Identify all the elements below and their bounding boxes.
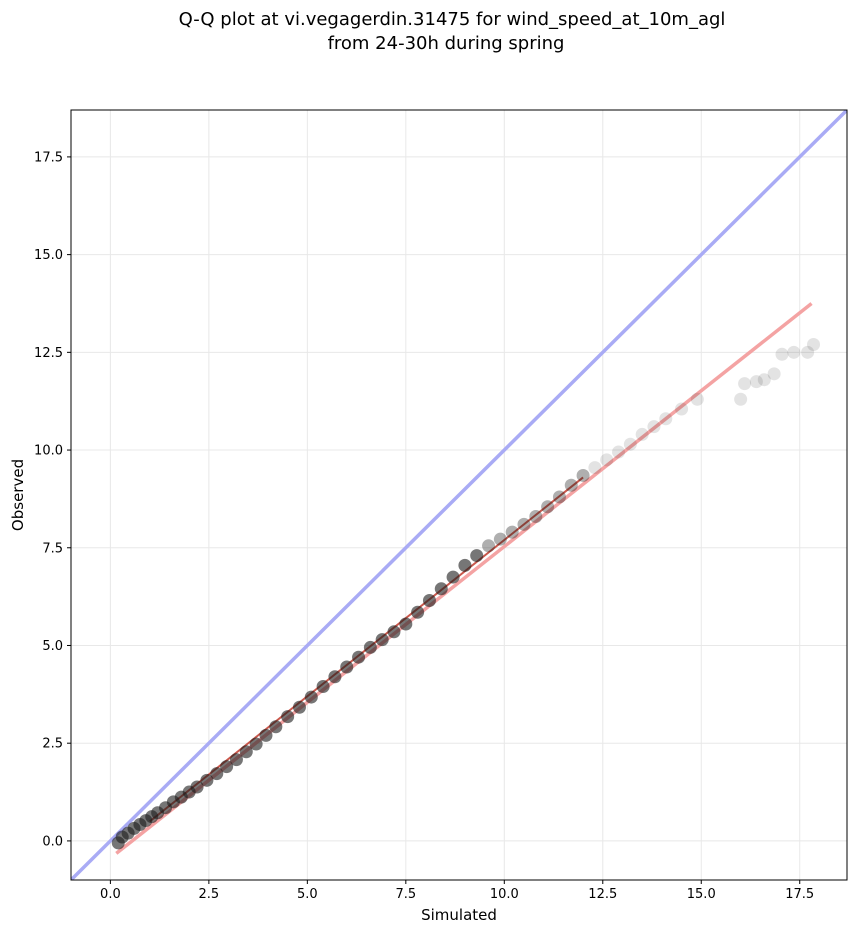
quantile-point — [493, 532, 507, 546]
quantile-point — [399, 617, 413, 631]
quantile-point — [387, 625, 401, 639]
y-tick-label: 17.5 — [34, 150, 63, 165]
quantile-point — [363, 640, 377, 654]
quantile-point — [200, 773, 214, 787]
chart-title-line-2: from 24-30h during spring — [328, 33, 565, 54]
quantile-point — [292, 700, 306, 714]
quantile-point — [623, 437, 637, 451]
quantile-point — [517, 517, 531, 531]
quantile-point — [190, 780, 204, 794]
quantile-point — [612, 445, 626, 459]
y-tick-label: 0.0 — [42, 834, 63, 849]
x-tick-label: 17.5 — [785, 887, 814, 902]
y-tick-label: 10.0 — [34, 444, 63, 459]
quantile-point — [775, 347, 789, 361]
quantile-point — [239, 745, 253, 759]
quantile-point — [576, 468, 590, 482]
quantile-point — [767, 367, 781, 381]
y-axis-label: Observed — [9, 459, 27, 531]
quantile-point — [229, 753, 243, 767]
quantile-point — [352, 650, 366, 664]
x-tick-label: 7.5 — [395, 887, 416, 902]
quantile-point — [588, 461, 602, 475]
quantile-point — [249, 737, 263, 751]
quantile-point — [340, 660, 354, 674]
y-tick-label: 2.5 — [42, 737, 63, 752]
quantile-point — [281, 710, 295, 724]
quantile-point — [304, 690, 318, 704]
quantile-point — [316, 680, 330, 694]
reference-lines — [71, 110, 847, 880]
quantile-point — [738, 377, 752, 391]
quantile-point — [328, 670, 342, 684]
plot-area-frame — [70, 109, 848, 881]
y-tick-label: 5.0 — [42, 639, 63, 654]
x-axis-label: Simulated — [421, 906, 497, 924]
quantile-point — [269, 720, 283, 734]
quantile-point — [787, 345, 801, 359]
quantile-point — [635, 427, 649, 441]
quantile-point — [749, 375, 763, 389]
identity-line — [71, 110, 847, 880]
x-tick-label: 5.0 — [297, 887, 318, 902]
quantile-point — [434, 582, 448, 596]
quantile-point — [600, 453, 614, 467]
x-tick-label: 15.0 — [687, 887, 716, 902]
quantile-point — [210, 767, 224, 781]
quantile-point — [564, 478, 578, 492]
quantile-point — [259, 728, 273, 742]
x-tick-label: 2.5 — [199, 887, 220, 902]
grid-lines — [71, 110, 847, 880]
quantile-point — [375, 633, 389, 647]
chart-title-line-1: Q-Q plot at vi.vegagerdin.31475 for wind… — [179, 9, 726, 30]
quantile-points — [111, 338, 821, 850]
quantile-point — [757, 373, 771, 387]
y-tick-label: 7.5 — [42, 541, 63, 556]
quantile-point — [220, 760, 234, 774]
y-tick-label: 12.5 — [34, 346, 63, 361]
quantile-point — [482, 539, 496, 553]
quantile-point — [529, 509, 543, 523]
quantile-point — [458, 558, 472, 572]
quantile-point — [411, 605, 425, 619]
y-tick-label: 15.0 — [34, 248, 63, 263]
quantile-point — [470, 549, 484, 563]
quantile-point — [801, 345, 815, 359]
quantile-point — [690, 392, 704, 406]
quantile-point — [505, 525, 519, 539]
x-tick-label: 12.5 — [588, 887, 617, 902]
quantile-point — [552, 490, 566, 504]
axis-ticks: 0.0 2.5 5.0 7.5 10.0 12.5 15.0 17.5 0.0 2.5 5.0 7.5… — [34, 150, 814, 902]
x-tick-label: 0.0 — [100, 887, 121, 902]
quantile-point — [659, 412, 673, 426]
quantile-point — [647, 420, 661, 434]
quantile-point — [675, 402, 689, 416]
quantile-point — [541, 500, 555, 514]
quantile-point — [446, 570, 460, 584]
quantile-point — [807, 338, 821, 352]
quantile-point — [422, 594, 436, 608]
x-tick-label: 10.0 — [490, 887, 519, 902]
quantile-point — [734, 392, 748, 406]
